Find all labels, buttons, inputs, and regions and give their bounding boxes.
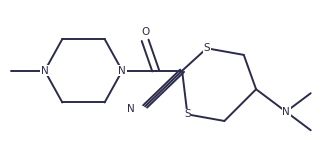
Text: S: S: [203, 43, 210, 53]
Text: S: S: [184, 109, 191, 119]
Text: N: N: [282, 107, 290, 117]
Text: N: N: [118, 66, 126, 76]
Text: N: N: [41, 66, 49, 76]
Text: N: N: [127, 104, 135, 114]
Text: O: O: [141, 27, 149, 37]
